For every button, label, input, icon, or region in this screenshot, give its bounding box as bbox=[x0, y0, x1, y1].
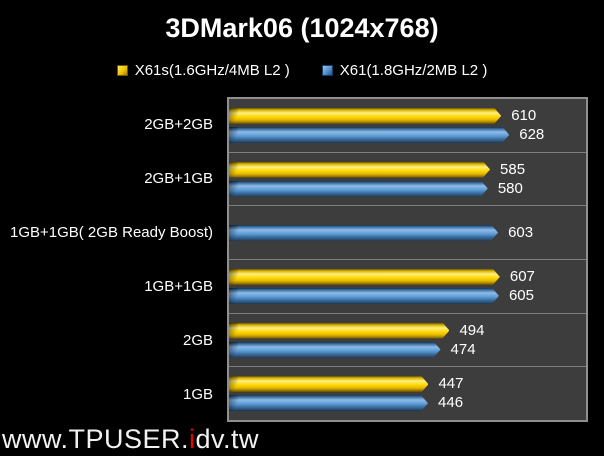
series2-swatch-icon bbox=[321, 65, 333, 76]
value-label: 628 bbox=[519, 125, 545, 143]
category-label: 2GB bbox=[182, 332, 213, 350]
category-band: 610 628 bbox=[229, 99, 586, 153]
legend-label-x61: X61(1.8GHz/2MB L2 ) bbox=[339, 62, 488, 79]
bar-row: 447 bbox=[229, 376, 586, 392]
value-label: 447 bbox=[438, 375, 464, 393]
value-label: 446 bbox=[438, 394, 464, 412]
legend: X61s(1.6GHz/4MB L2 ) X61(1.8GHz/2MB L2 ) bbox=[0, 62, 604, 79]
category-band: 447 446 bbox=[229, 367, 586, 420]
watermark-prefix: www.TPUSER. bbox=[2, 424, 190, 454]
legend-label-x61s: X61s(1.6GHz/4MB L2 ) bbox=[134, 62, 290, 79]
bar-row: 605 bbox=[229, 286, 586, 304]
watermark-accent-letter: i bbox=[189, 424, 196, 454]
value-label: 603 bbox=[508, 223, 534, 241]
chart-title: 3DMark06 (1024x768) bbox=[165, 13, 439, 43]
category-band: 585 580 bbox=[229, 153, 586, 207]
x61-bar bbox=[229, 225, 498, 241]
value-label: 585 bbox=[500, 160, 526, 178]
x61s-bar bbox=[229, 376, 428, 392]
x61-bar bbox=[229, 395, 428, 411]
x61s-bar bbox=[229, 269, 500, 285]
x61-bar bbox=[229, 127, 509, 143]
watermark: www.TPUSER.idv.tw bbox=[2, 424, 259, 455]
category-label: 1GB+1GB( 2GB Ready Boost) bbox=[9, 223, 213, 241]
watermark-suffix: dv.tw bbox=[195, 424, 260, 454]
series1-swatch-icon bbox=[116, 65, 128, 76]
value-label: 607 bbox=[509, 267, 535, 285]
value-label: 494 bbox=[459, 321, 485, 339]
value-label: 580 bbox=[497, 179, 523, 197]
value-label: 474 bbox=[450, 340, 476, 358]
x61s-bar bbox=[229, 162, 490, 178]
category-label: 1GB bbox=[182, 386, 213, 404]
category-label: 2GB+2GB bbox=[144, 115, 213, 133]
x61-bar bbox=[229, 342, 441, 358]
x61s-bar bbox=[229, 108, 501, 124]
bar-row: 494 bbox=[229, 321, 586, 339]
category-band: 494 474 bbox=[229, 314, 586, 368]
bar-row: 474 bbox=[229, 340, 586, 358]
category-labels: 2GB+2GB 2GB+1GB 1GB+1GB( 2GB Ready Boost) 1… bbox=[0, 97, 213, 422]
category-band: 607 605 bbox=[229, 260, 586, 314]
x61-bar bbox=[229, 288, 499, 304]
category-band: 603 bbox=[229, 206, 586, 261]
bar-row: 628 bbox=[229, 125, 586, 143]
bar-row: 607 bbox=[229, 267, 586, 285]
x61s-bar bbox=[229, 323, 449, 339]
category-label: 1GB+1GB bbox=[144, 278, 213, 296]
bar-row: 585 bbox=[229, 160, 586, 178]
bar-row: 580 bbox=[229, 179, 586, 197]
plot-area: 610 628 585 580 603 607 605 494 474 447 446 bbox=[227, 97, 588, 422]
bar-row: 603 bbox=[229, 223, 586, 241]
bar-row: 446 bbox=[229, 395, 586, 411]
bar-row: 610 bbox=[229, 106, 586, 124]
legend-item-x61s: X61s(1.6GHz/4MB L2 ) bbox=[116, 62, 290, 79]
x61-bar bbox=[229, 181, 488, 197]
category-label: 2GB+1GB bbox=[144, 169, 213, 187]
legend-item-x61: X61(1.8GHz/2MB L2 ) bbox=[321, 62, 488, 79]
value-label: 610 bbox=[511, 106, 537, 124]
value-label: 605 bbox=[508, 286, 534, 304]
